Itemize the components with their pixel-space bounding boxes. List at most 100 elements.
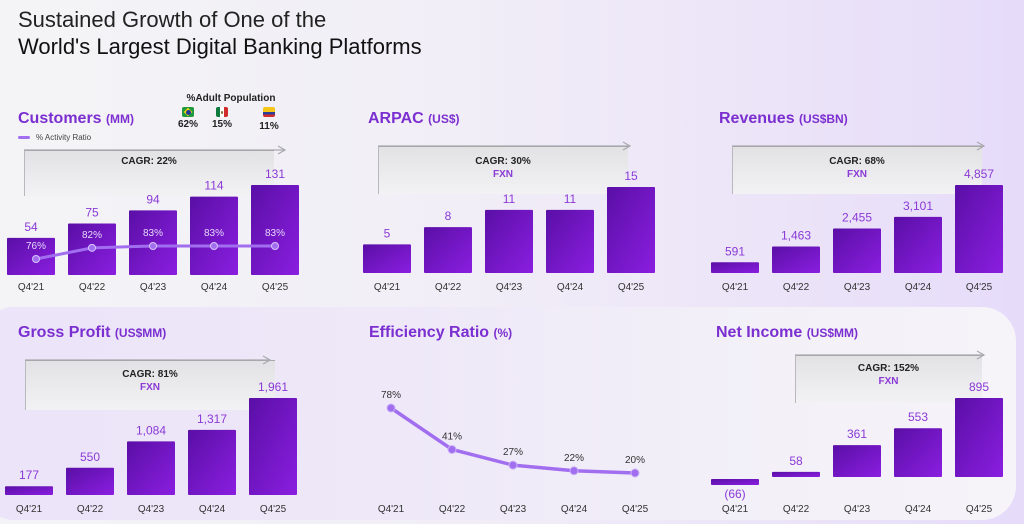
data-label: 15 bbox=[624, 169, 638, 183]
chart-revenues: 591 Q4'21 1,463 Q4'22 2,455 Q4'23 3,101 Q4'24 4,… bbox=[711, 141, 1003, 293]
arrow-head-icon bbox=[976, 350, 986, 360]
title-line-1: Sustained Growth of One of the bbox=[18, 7, 327, 32]
efficiency-label: 41% bbox=[442, 431, 462, 442]
efficiency-point bbox=[569, 466, 579, 476]
efficiency-point bbox=[386, 403, 396, 413]
activity-ratio-label: 82% bbox=[82, 230, 102, 241]
category-label: Q4'24 bbox=[557, 282, 584, 293]
category-label: Q4'23 bbox=[496, 282, 523, 293]
category-label: Q4'25 bbox=[262, 282, 289, 293]
data-label: 75 bbox=[85, 205, 99, 219]
category-label: Q4'22 bbox=[439, 504, 466, 515]
data-label: 1,084 bbox=[136, 423, 166, 437]
chart-title-text: Efficiency Ratio bbox=[369, 324, 494, 341]
adult-population-title: %Adult Population bbox=[186, 93, 276, 104]
chart-title-unit: (US$BN) bbox=[799, 112, 848, 126]
page-title: Sustained Growth of One of the World's L… bbox=[18, 6, 422, 60]
country-colombia: 11% bbox=[254, 107, 284, 132]
activity-ratio-label: 83% bbox=[204, 228, 224, 239]
category-label: Q4'23 bbox=[140, 282, 167, 293]
chart-arpac: 5 Q4'21 8 Q4'22 11 Q4'23 11 Q4'24 15 Q4'25 bbox=[363, 141, 655, 293]
legend-swatch bbox=[18, 136, 30, 140]
bar bbox=[894, 428, 942, 477]
category-label: Q4'24 bbox=[905, 504, 932, 515]
efficiency-point bbox=[630, 468, 640, 478]
arrow-head-icon bbox=[976, 141, 986, 151]
arpac-title: ARPAC (US$) bbox=[368, 110, 460, 128]
cagr-label: CAGR: 22% bbox=[121, 156, 177, 167]
bar bbox=[772, 471, 820, 477]
efficiency-label: 27% bbox=[503, 447, 523, 458]
gross-profit-title: Gross Profit (US$MM) bbox=[18, 324, 166, 342]
data-label: 1,463 bbox=[781, 228, 811, 242]
category-label: Q4'24 bbox=[561, 504, 588, 515]
category-label: Q4'23 bbox=[138, 504, 165, 515]
efficiency-label: 20% bbox=[625, 455, 645, 466]
mexico-flag-icon bbox=[216, 107, 228, 117]
data-label: (66) bbox=[724, 487, 745, 501]
bar bbox=[249, 398, 297, 495]
chart-title-unit: (US$) bbox=[428, 112, 460, 126]
chart-title-text: Net Income bbox=[716, 324, 807, 341]
cagr-label: CAGR: 30% bbox=[475, 156, 531, 167]
category-label: Q4'24 bbox=[905, 282, 932, 293]
bar bbox=[424, 227, 472, 273]
category-label: Q4'22 bbox=[783, 282, 810, 293]
country-brazil: 62% bbox=[173, 107, 203, 130]
fxn-label: FXN bbox=[847, 169, 867, 180]
data-label: 591 bbox=[725, 244, 745, 258]
fxn-label: FXN bbox=[140, 382, 160, 393]
colombia-flag-icon bbox=[263, 107, 275, 117]
category-label: Q4'25 bbox=[260, 504, 287, 515]
chart-net-income: (66) Q4'21 58 Q4'22 361 Q4'23 553 Q4'24 895 Q4'25 bbox=[711, 350, 1003, 515]
colombia-value: 11% bbox=[259, 121, 279, 132]
data-label: 550 bbox=[80, 450, 100, 464]
data-label: 361 bbox=[847, 427, 867, 441]
data-label: 11 bbox=[503, 192, 516, 206]
brazil-value: 62% bbox=[177, 119, 198, 130]
category-label: Q4'25 bbox=[618, 282, 645, 293]
category-label: Q4'22 bbox=[783, 504, 810, 515]
chart-title-text: Gross Profit bbox=[18, 324, 115, 341]
category-label: Q4'23 bbox=[844, 282, 871, 293]
bar bbox=[188, 429, 236, 495]
bar bbox=[7, 237, 55, 275]
data-label: 94 bbox=[146, 192, 160, 206]
chart-title-unit: (US$MM) bbox=[114, 326, 167, 340]
activity-ratio-label: 83% bbox=[143, 228, 163, 239]
country-mexico: 15% bbox=[207, 107, 237, 130]
activity-ratio-point bbox=[149, 242, 157, 250]
data-label: 2,455 bbox=[842, 211, 872, 225]
cagr-box bbox=[378, 146, 628, 194]
category-label: Q4'21 bbox=[18, 282, 45, 293]
activity-ratio-point bbox=[271, 242, 279, 250]
cagr-box bbox=[795, 355, 982, 403]
chart-title-unit: (MM) bbox=[106, 112, 135, 126]
category-label: Q4'21 bbox=[378, 504, 405, 515]
chart-title-text: Revenues bbox=[719, 110, 800, 127]
category-label: Q4'24 bbox=[199, 504, 226, 515]
bar bbox=[251, 185, 299, 275]
bar bbox=[772, 246, 820, 273]
data-label: 114 bbox=[204, 179, 223, 193]
bar bbox=[363, 244, 411, 273]
efficiency-point bbox=[508, 460, 518, 470]
activity-ratio-label: 83% bbox=[265, 228, 285, 239]
chart-gross-profit: 177 Q4'21 550 Q4'22 1,084 Q4'23 1,317 Q4'24 1,96… bbox=[5, 355, 297, 515]
mexico-value: 15% bbox=[211, 119, 232, 130]
cagr-box bbox=[24, 150, 274, 196]
arrow-head-icon bbox=[262, 355, 272, 365]
bar bbox=[711, 262, 759, 273]
category-label: Q4'22 bbox=[77, 504, 104, 515]
data-label: 54 bbox=[24, 220, 38, 234]
cagr-box bbox=[732, 146, 982, 194]
chart-title-text: ARPAC bbox=[368, 110, 429, 127]
category-label: Q4'25 bbox=[622, 504, 649, 515]
chart-efficiency-ratio: 78% Q4'21 41% Q4'22 27% Q4'23 22% Q4'24 20% Q4'25 bbox=[378, 390, 649, 515]
category-label: Q4'22 bbox=[79, 282, 106, 293]
efficiency-point bbox=[447, 444, 457, 454]
category-label: Q4'21 bbox=[722, 504, 749, 515]
activity-ratio-point bbox=[210, 242, 218, 250]
category-label: Q4'25 bbox=[966, 282, 993, 293]
